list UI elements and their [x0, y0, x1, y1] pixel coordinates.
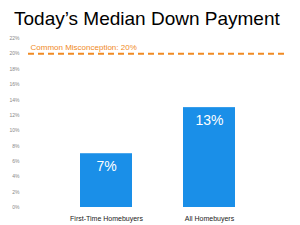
svg-text:8%: 8%: [12, 143, 20, 149]
svg-text:4%: 4%: [12, 173, 20, 179]
svg-text:13%: 13%: [195, 112, 223, 128]
svg-text:14%: 14%: [9, 97, 20, 103]
svg-text:16%: 16%: [9, 81, 20, 87]
svg-text:Common Misconception: 20%: Common Misconception: 20%: [31, 43, 137, 52]
svg-text:6%: 6%: [12, 158, 20, 164]
svg-text:0%: 0%: [12, 204, 20, 210]
svg-text:All Homebuyers: All Homebuyers: [185, 215, 235, 223]
svg-text:10%: 10%: [9, 127, 20, 133]
svg-text:12%: 12%: [9, 112, 20, 118]
svg-text:22%: 22%: [9, 35, 20, 41]
svg-text:2%: 2%: [12, 189, 20, 195]
svg-text:20%: 20%: [9, 50, 20, 56]
svg-text:First-Time Homebuyers: First-Time Homebuyers: [70, 215, 143, 223]
html-text:Today’s Median Down Payment: Today’s Median Down Payment: [14, 8, 280, 29]
svg-text:18%: 18%: [9, 66, 20, 72]
svg-text:7%: 7%: [96, 158, 116, 174]
